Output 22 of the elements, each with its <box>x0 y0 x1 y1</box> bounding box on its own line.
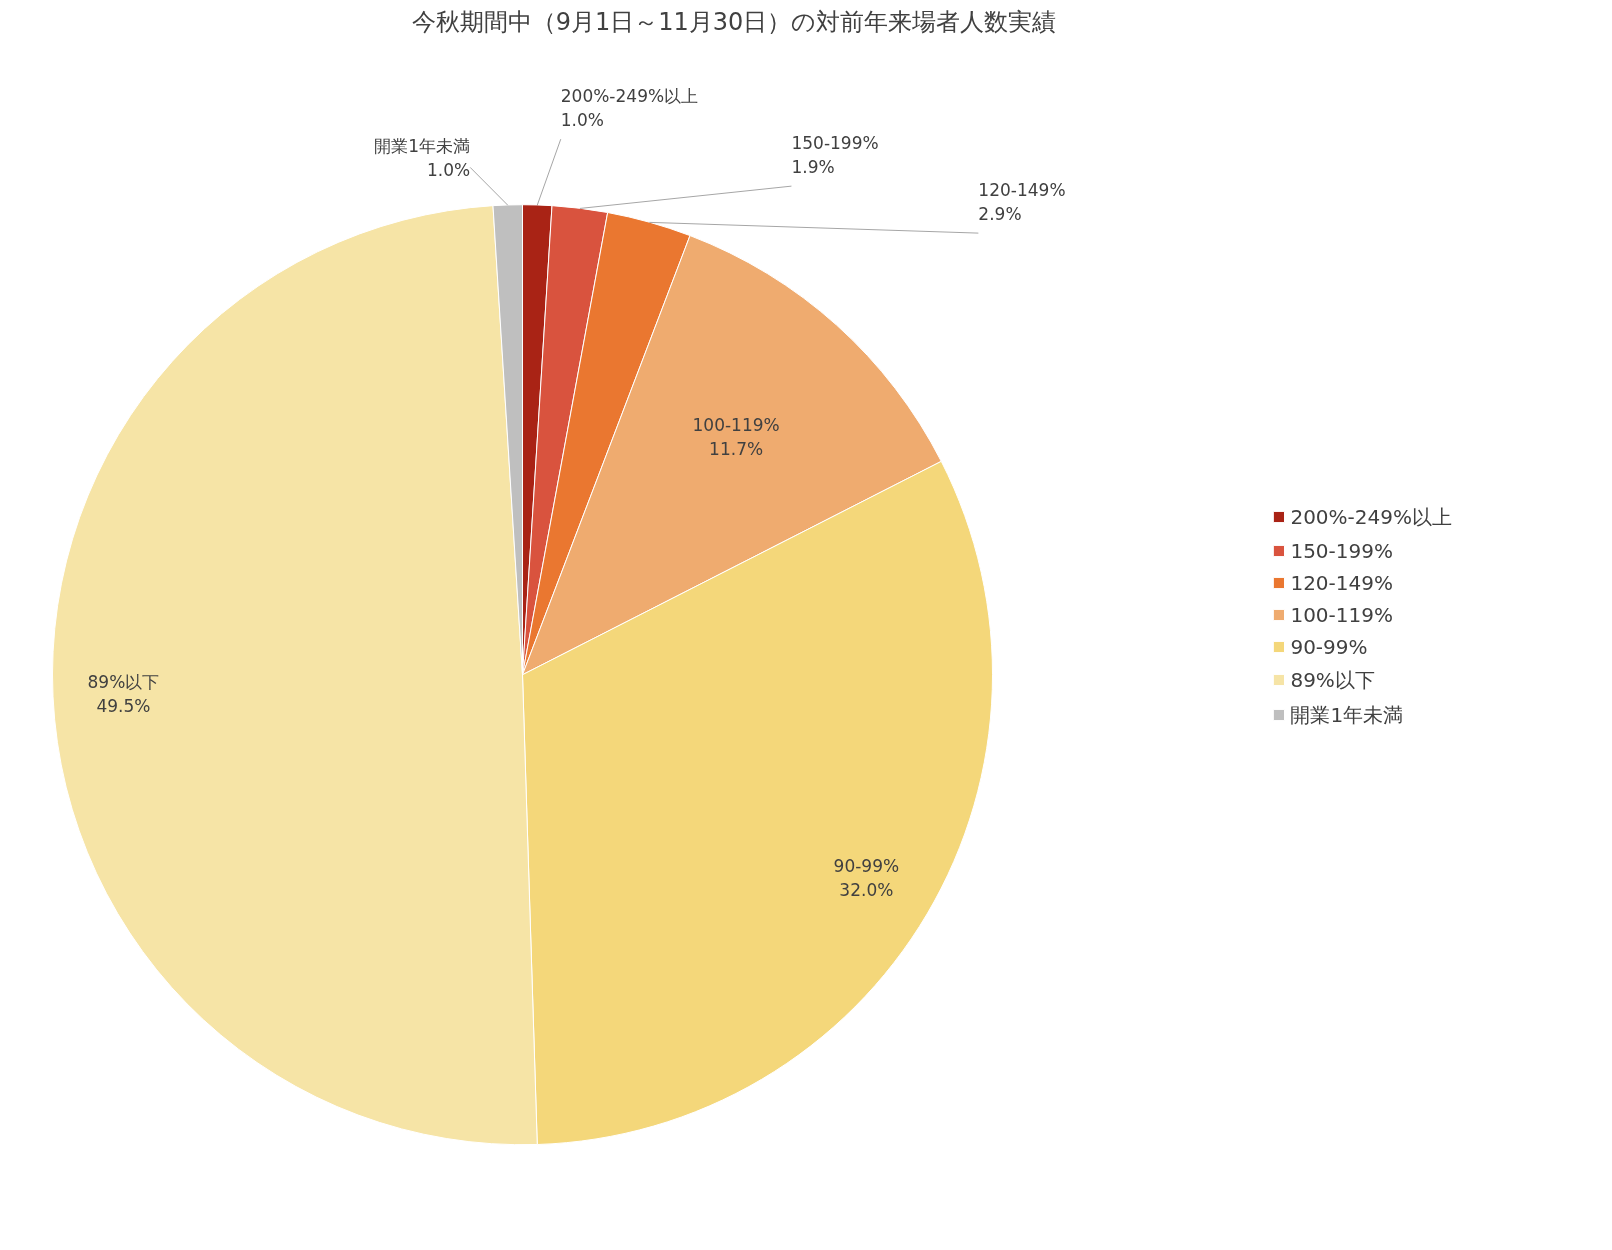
data-label: 1.0% <box>560 109 604 130</box>
slice-label: 100-119% <box>692 415 780 436</box>
data-label: 2.9% <box>978 203 1022 224</box>
legend-label: 開業1年未満 <box>1290 701 1404 728</box>
legend-label: 90-99% <box>1290 634 1368 658</box>
chart-title: 今秋期間中（9月1日～11月30日）の対前年来場者人数実績 <box>411 7 1057 36</box>
data-label: 1.9% <box>791 156 835 177</box>
slice-label: 89%以下 <box>87 671 160 692</box>
legend-label: 200%-249%以上 <box>1290 503 1452 530</box>
slice-label: 開業1年未満 <box>374 135 471 156</box>
legend-label: 100-119% <box>1290 602 1393 626</box>
legend-label: 150-199% <box>1290 538 1393 562</box>
slice-label: 90-99% <box>833 856 900 876</box>
slice-label: 200%-249%以上 <box>560 85 699 106</box>
legend-label: 120-149% <box>1290 570 1393 594</box>
data-label: 11.7% <box>709 439 764 460</box>
legend-label: 89%以下 <box>1290 666 1375 693</box>
slice-label: 120-149% <box>978 179 1066 200</box>
data-label: 49.5% <box>96 695 151 716</box>
slice-label: 150-199% <box>791 132 879 153</box>
data-label: 32.0% <box>839 880 894 900</box>
data-label: 1.0% <box>426 159 471 180</box>
